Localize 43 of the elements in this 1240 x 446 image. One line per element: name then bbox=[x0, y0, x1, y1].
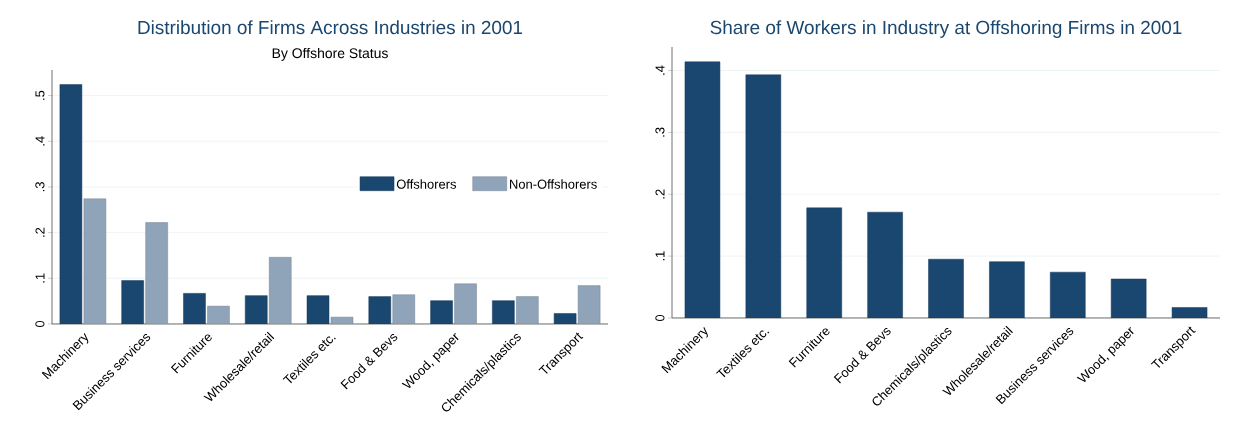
legend-label: Offshorers bbox=[396, 179, 457, 189]
y-tick-label: .3 bbox=[35, 182, 45, 192]
bar bbox=[1110, 278, 1147, 318]
bar bbox=[454, 283, 477, 324]
bar bbox=[368, 296, 392, 324]
y-tick-label: 0 bbox=[35, 320, 45, 328]
bar bbox=[1171, 307, 1208, 318]
bar bbox=[577, 285, 601, 324]
y-tick-label: .1 bbox=[35, 273, 45, 283]
chart-title: Distribution of Firms Across Industries in 2001 bbox=[138, 20, 523, 35]
chart-subtitle: By Offshore Status bbox=[272, 47, 388, 61]
y-tick-label: .2 bbox=[35, 227, 45, 237]
bar bbox=[244, 295, 268, 324]
bar bbox=[430, 300, 453, 324]
y-tick-label: .3 bbox=[655, 127, 665, 137]
bar bbox=[183, 293, 206, 324]
bar bbox=[806, 207, 842, 318]
legend-label: Non-Offshorers bbox=[510, 179, 597, 189]
bar bbox=[121, 280, 144, 324]
bar bbox=[330, 316, 354, 324]
bar bbox=[553, 313, 577, 324]
bar bbox=[145, 222, 168, 324]
bar bbox=[684, 61, 721, 318]
bar bbox=[306, 295, 330, 324]
bar bbox=[207, 305, 230, 324]
y-tick-label: 0 bbox=[655, 314, 665, 322]
bar bbox=[1050, 271, 1086, 318]
y-tick-label: .5 bbox=[35, 90, 45, 100]
y-tick-label: .1 bbox=[655, 251, 665, 261]
y-tick-label: .2 bbox=[655, 189, 665, 199]
y-tick-label: .4 bbox=[35, 136, 45, 146]
bar bbox=[745, 74, 782, 318]
bar bbox=[516, 296, 539, 324]
bar bbox=[59, 84, 83, 324]
bar bbox=[492, 300, 515, 324]
bar bbox=[928, 258, 964, 318]
bar bbox=[83, 198, 107, 324]
chart-title: Share of Workers in Industry at Offshoring Firms in 2001 bbox=[710, 20, 1182, 38]
bar bbox=[989, 261, 1025, 318]
bar bbox=[867, 211, 903, 318]
bar bbox=[268, 257, 292, 324]
bar bbox=[392, 294, 416, 324]
y-tick-label: .4 bbox=[655, 65, 665, 75]
